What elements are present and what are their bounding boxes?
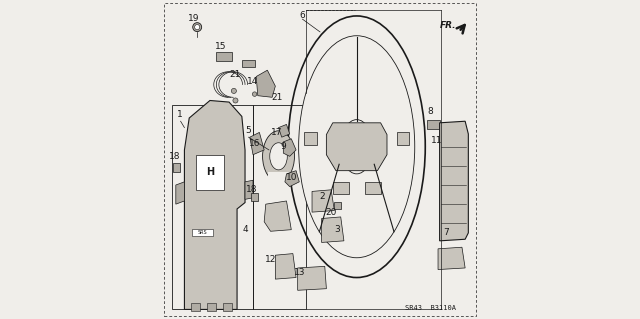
Polygon shape [256, 70, 275, 97]
Bar [242, 60, 255, 67]
Text: 3: 3 [334, 225, 340, 234]
Ellipse shape [299, 36, 415, 258]
Text: 10: 10 [285, 173, 297, 182]
Bar [172, 105, 253, 309]
Bar [193, 229, 213, 236]
Text: 8: 8 [427, 107, 433, 116]
Text: 2: 2 [320, 192, 325, 201]
Text: 21: 21 [271, 93, 283, 102]
Polygon shape [326, 123, 387, 171]
Polygon shape [298, 266, 326, 290]
Bar [223, 303, 232, 311]
Polygon shape [321, 217, 344, 242]
Polygon shape [176, 182, 184, 204]
Circle shape [195, 25, 200, 30]
Text: 6: 6 [300, 11, 305, 20]
Polygon shape [285, 171, 300, 187]
Polygon shape [184, 100, 245, 309]
Polygon shape [275, 254, 296, 279]
Bar [252, 193, 259, 201]
Text: 16: 16 [249, 139, 260, 148]
Circle shape [193, 23, 202, 32]
Circle shape [231, 88, 236, 93]
Text: 15: 15 [215, 42, 227, 51]
Text: 11: 11 [431, 136, 442, 145]
Polygon shape [264, 201, 291, 231]
Text: 13: 13 [294, 268, 305, 277]
Ellipse shape [269, 143, 287, 170]
Bar [397, 132, 410, 145]
Text: 9: 9 [280, 142, 286, 151]
Text: 18: 18 [169, 152, 180, 161]
Polygon shape [438, 247, 465, 270]
Bar [268, 172, 289, 185]
Polygon shape [245, 180, 253, 199]
Text: SR43  B3110A: SR43 B3110A [404, 305, 456, 311]
Bar [196, 155, 224, 190]
Text: 19: 19 [188, 14, 200, 23]
Bar [334, 202, 341, 209]
Bar [191, 303, 200, 311]
Text: 21: 21 [230, 70, 241, 79]
Text: 20: 20 [326, 208, 337, 217]
Polygon shape [312, 190, 334, 212]
Text: 14: 14 [247, 77, 259, 86]
Polygon shape [250, 132, 264, 155]
Bar [216, 52, 232, 61]
Bar [207, 303, 216, 311]
Text: 5: 5 [245, 126, 251, 135]
Ellipse shape [340, 120, 372, 174]
Bar [427, 120, 440, 129]
Bar [173, 163, 180, 172]
Text: 12: 12 [265, 256, 276, 264]
Text: 1: 1 [177, 110, 183, 119]
Polygon shape [440, 121, 468, 241]
Bar [304, 132, 317, 145]
Text: 4: 4 [242, 225, 248, 234]
Text: 17: 17 [271, 128, 283, 137]
Text: H: H [206, 167, 214, 177]
Text: FR.: FR. [440, 21, 456, 30]
Bar [333, 182, 349, 194]
Ellipse shape [262, 131, 294, 182]
Text: 7: 7 [443, 228, 449, 237]
Polygon shape [278, 124, 290, 137]
Bar [365, 182, 381, 194]
Circle shape [252, 92, 257, 96]
Text: 18: 18 [246, 185, 258, 194]
Polygon shape [284, 139, 296, 156]
Circle shape [233, 98, 238, 103]
Text: SRS: SRS [198, 230, 208, 235]
Bar [253, 105, 306, 309]
